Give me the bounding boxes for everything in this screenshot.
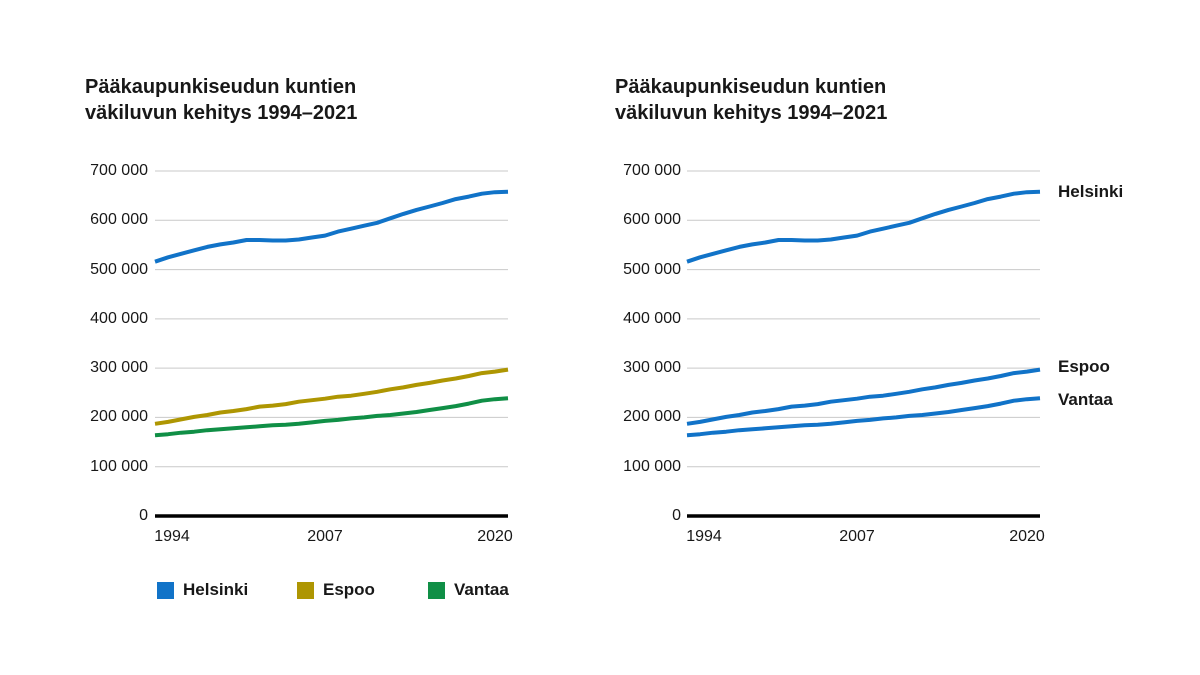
y-axis-tick-label: 100 000 [623, 458, 681, 475]
y-axis-tick-label: 700 000 [90, 162, 148, 179]
x-axis-tick-label: 1994 [154, 528, 190, 545]
y-axis-tick-label: 700 000 [623, 162, 681, 179]
x-axis-tick-label: 1994 [686, 528, 722, 545]
y-axis-tick-label: 0 [672, 507, 681, 524]
x-axis-tick-label: 2020 [1009, 528, 1045, 545]
left-chart-title: Pääkaupunkiseudun kuntien väkiluvun kehi… [85, 74, 357, 126]
legend-item-vantaa: Vantaa [428, 581, 509, 599]
series-line-vantaa [686, 396, 1041, 438]
x-axis-tick-label: 2020 [477, 528, 513, 545]
legend-item-helsinki: Helsinki [157, 581, 248, 599]
legend-item-espoo: Espoo [297, 581, 375, 599]
x-axis-tick-label: 2007 [839, 528, 875, 545]
legend-label-espoo: Espoo [323, 580, 375, 599]
series-direct-label-helsinki: Helsinki [1058, 182, 1124, 201]
y-axis-tick-label: 600 000 [90, 211, 148, 228]
series-direct-label-vantaa: Vantaa [1058, 390, 1113, 409]
left-chart-title-line1: Pääkaupunkiseudun kuntien [85, 76, 357, 98]
y-axis-tick-label: 200 000 [623, 408, 681, 425]
series-direct-label-espoo: Espoo [1058, 357, 1110, 376]
legend-label-helsinki: Helsinki [183, 580, 249, 599]
y-axis-tick-label: 400 000 [90, 310, 148, 327]
y-axis-tick-label: 300 000 [623, 359, 681, 376]
y-axis-tick-label: 500 000 [623, 261, 681, 278]
y-axis-tick-label: 100 000 [90, 458, 148, 475]
legend-label-vantaa: Vantaa [454, 580, 509, 599]
series-line-helsinki [154, 189, 509, 264]
y-axis-tick-label: 400 000 [623, 310, 681, 327]
series-line-espoo [154, 367, 509, 426]
right-chart-title: Pääkaupunkiseudun kuntien väkiluvun kehi… [615, 74, 887, 126]
legend-swatch-espoo [297, 581, 314, 599]
x-axis-tick-label: 2007 [307, 528, 343, 545]
right-chart-title-line2: väkiluvun kehitys 1994–2021 [615, 102, 888, 124]
y-axis-tick-label: 500 000 [90, 261, 148, 278]
y-axis-tick-label: 200 000 [90, 408, 148, 425]
series-line-vantaa [154, 396, 509, 438]
y-axis-tick-label: 300 000 [90, 359, 148, 376]
y-axis-tick-label: 0 [139, 507, 148, 524]
y-axis-tick-label: 600 000 [623, 211, 681, 228]
left-chart-title-line2: väkiluvun kehitys 1994–2021 [85, 102, 358, 124]
series-line-espoo [686, 367, 1041, 426]
series-line-helsinki [686, 189, 1041, 264]
right-chart-title-line1: Pääkaupunkiseudun kuntien [615, 76, 887, 98]
legend-swatch-helsinki [157, 581, 174, 599]
legend-swatch-vantaa [428, 581, 445, 599]
